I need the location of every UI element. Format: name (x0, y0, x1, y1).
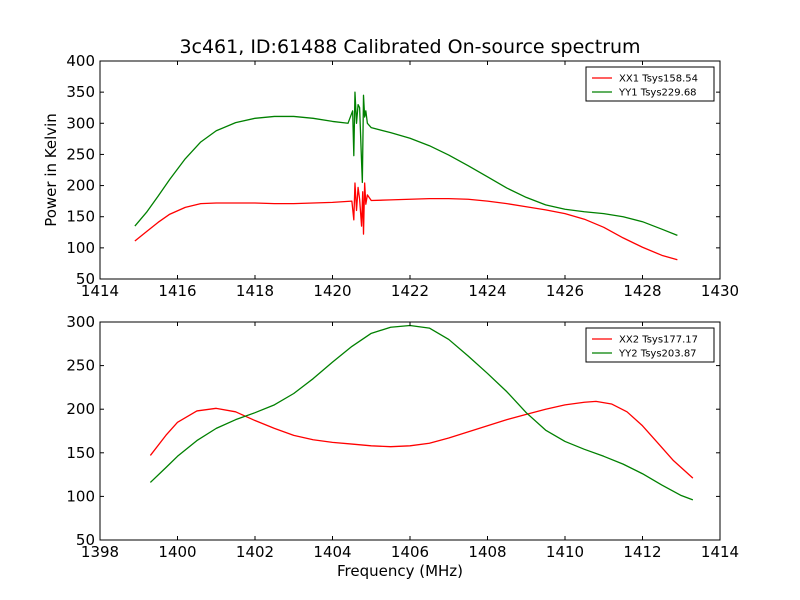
y-tick-label: 50 (76, 270, 95, 288)
x-tick-label: 1408 (468, 543, 506, 561)
legend-label: YY2 Tsys203.87 (618, 349, 697, 360)
x-tick-label: 1416 (158, 282, 196, 300)
x-tick-label: 1430 (701, 282, 739, 300)
y-tick-label: 400 (66, 52, 95, 70)
series-line-yy1 (134, 91, 678, 237)
y-tick-label: 100 (66, 239, 95, 257)
legend-label: XX1 Tsys158.54 (619, 74, 698, 85)
x-tick-label: 1414 (81, 282, 119, 300)
x-tick-label: 1422 (391, 282, 429, 300)
y-tick-label: 300 (66, 313, 95, 331)
y-tick-label: 150 (66, 208, 95, 226)
figure-title: 3c461, ID:61488 Calibrated On-source spe… (179, 36, 640, 58)
x-tick-label: 1414 (701, 543, 739, 561)
x-tick-label: 1410 (546, 543, 584, 561)
y-tick-label: 50 (76, 531, 95, 549)
x-tick-label: 1424 (468, 282, 506, 300)
x-tick-label: 1402 (236, 543, 274, 561)
panel-bottom: 1398 1400 1402 1404 1406 1408 1410 1412 1414 50 10… (66, 313, 739, 580)
x-tick-label: 1418 (236, 282, 274, 300)
x-tick-label: 1426 (546, 282, 584, 300)
x-tick-label: 1404 (313, 543, 351, 561)
x-tick-label: 1428 (623, 282, 661, 300)
legend-label: YY1 Tsys229.68 (618, 88, 697, 99)
legend: XX2 Tsys177.17 YY2 Tsys203.87 (585, 327, 715, 363)
series-line-xx1 (134, 182, 678, 261)
y-tick-label: 250 (66, 145, 95, 163)
y-tick-label: 200 (66, 400, 95, 418)
legend-box (585, 327, 715, 363)
x-tick-label: 1412 (623, 543, 661, 561)
series-line-xx2 (149, 400, 694, 479)
x-axis-title: Frequency (MHz) (337, 562, 463, 580)
legend-label: XX2 Tsys177.17 (619, 335, 698, 346)
legend-box (585, 66, 715, 102)
y-tick-label: 100 (66, 487, 95, 505)
y-tick-label: 150 (66, 444, 95, 462)
y-tick-label: 350 (66, 83, 95, 101)
y-axis-title: Power in Kelvin (42, 113, 60, 227)
legend: XX1 Tsys158.54 YY1 Tsys229.68 (585, 66, 715, 102)
y-tick-label: 200 (66, 177, 95, 195)
x-tick-label: 1400 (158, 543, 196, 561)
x-tick-label: 1420 (313, 282, 351, 300)
x-tick-label: 1398 (81, 543, 119, 561)
y-tick-label: 250 (66, 357, 95, 375)
panel-top: 1414 1416 1418 1420 1422 1424 1426 1428 1430 50 10… (42, 52, 739, 300)
y-tick-label: 300 (66, 114, 95, 132)
series-line-yy2 (149, 324, 694, 501)
x-tick-label: 1406 (391, 543, 429, 561)
